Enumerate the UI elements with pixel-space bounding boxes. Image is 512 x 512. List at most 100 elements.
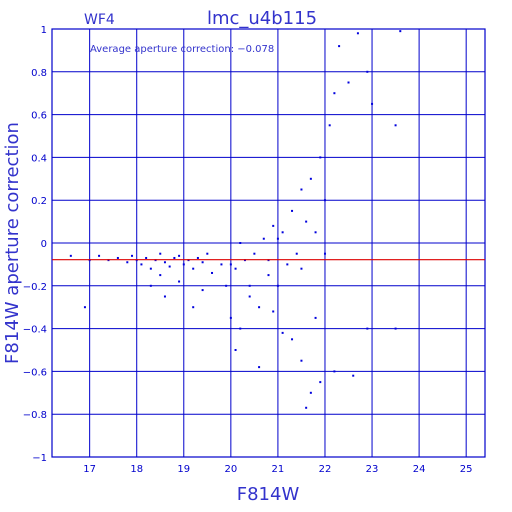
data-point bbox=[272, 224, 275, 227]
data-point bbox=[281, 231, 284, 234]
data-point bbox=[239, 327, 242, 330]
data-point bbox=[145, 256, 148, 259]
data-point bbox=[163, 261, 166, 264]
data-point bbox=[262, 237, 265, 240]
data-point bbox=[201, 289, 204, 292]
x-axis-title: F814W bbox=[237, 484, 300, 505]
data-point bbox=[291, 209, 294, 212]
data-point bbox=[192, 306, 195, 309]
data-point bbox=[394, 327, 397, 330]
data-point bbox=[225, 284, 228, 287]
x-tick-label: 17 bbox=[83, 464, 96, 475]
data-points bbox=[69, 30, 402, 409]
data-point bbox=[333, 92, 336, 95]
data-point bbox=[305, 220, 308, 223]
data-point bbox=[159, 274, 162, 277]
data-point bbox=[366, 70, 369, 73]
data-point bbox=[300, 359, 303, 362]
y-tick-label: −0.2 bbox=[23, 282, 47, 293]
y-tick-label: −0.6 bbox=[23, 367, 47, 378]
data-point bbox=[258, 306, 261, 309]
data-point bbox=[333, 370, 336, 373]
data-point bbox=[116, 256, 119, 259]
data-point bbox=[394, 124, 397, 127]
data-point bbox=[276, 284, 279, 287]
data-point bbox=[211, 271, 214, 274]
data-point bbox=[352, 374, 355, 377]
y-tick-label: 0.4 bbox=[31, 153, 47, 164]
data-point bbox=[159, 252, 162, 255]
data-point bbox=[239, 242, 242, 244]
data-point bbox=[272, 310, 275, 313]
data-point bbox=[220, 263, 223, 266]
x-tick-label: 22 bbox=[319, 464, 332, 475]
data-point bbox=[182, 263, 185, 266]
data-point bbox=[323, 199, 326, 202]
x-tick-label: 20 bbox=[224, 464, 237, 475]
y-tick-label: 0.6 bbox=[31, 111, 47, 122]
data-point bbox=[163, 295, 166, 298]
data-point bbox=[300, 267, 303, 270]
data-point bbox=[295, 252, 298, 255]
data-point bbox=[173, 256, 176, 259]
data-point bbox=[168, 265, 171, 268]
x-tick-label: 25 bbox=[460, 464, 473, 475]
x-tick-label: 23 bbox=[366, 464, 379, 475]
data-point bbox=[323, 252, 326, 255]
x-tick-label: 19 bbox=[177, 464, 190, 475]
data-point bbox=[83, 306, 86, 309]
data-point bbox=[305, 406, 308, 409]
data-point bbox=[229, 316, 232, 319]
data-point bbox=[149, 267, 152, 270]
data-point bbox=[347, 81, 350, 84]
y-tick-label: −0.4 bbox=[23, 325, 47, 336]
data-point bbox=[338, 45, 341, 48]
data-point bbox=[371, 102, 374, 105]
data-point bbox=[356, 32, 359, 35]
chart-title: lmc_u4b115 bbox=[207, 8, 317, 29]
y-tick-label: 1 bbox=[41, 25, 47, 36]
grid-lines bbox=[52, 28, 485, 458]
y-axis-title: F814W aperture correction bbox=[2, 122, 23, 364]
data-point bbox=[267, 274, 270, 277]
data-point bbox=[131, 254, 134, 257]
data-point bbox=[291, 338, 294, 341]
data-point bbox=[234, 349, 237, 351]
data-point bbox=[248, 295, 251, 298]
average-annotation: Average aperture correction: −0.078 bbox=[90, 44, 274, 55]
x-tick-label: 18 bbox=[130, 464, 143, 475]
data-point bbox=[319, 381, 322, 384]
data-point bbox=[328, 124, 331, 127]
data-point bbox=[300, 188, 303, 191]
data-point bbox=[319, 156, 322, 159]
data-point bbox=[234, 267, 237, 270]
y-tick-label: 0.8 bbox=[31, 68, 47, 79]
data-point bbox=[178, 280, 181, 283]
data-point bbox=[309, 391, 312, 394]
data-point bbox=[286, 263, 289, 266]
data-point bbox=[69, 254, 72, 257]
data-point bbox=[281, 331, 284, 334]
axis-ticks: 17 18 19 20 21 22 23 24 25 −1 −0.8 −0.6 −0.4 −0.2 0 0.2… bbox=[23, 25, 473, 475]
x-tick-label: 21 bbox=[272, 464, 285, 475]
data-point bbox=[201, 261, 204, 264]
y-tick-label: −1 bbox=[32, 453, 47, 464]
data-point bbox=[192, 267, 195, 270]
data-point bbox=[248, 284, 251, 287]
data-point bbox=[253, 252, 256, 255]
y-tick-label: −0.8 bbox=[23, 410, 47, 421]
data-point bbox=[149, 284, 152, 287]
data-point bbox=[229, 263, 232, 266]
data-point bbox=[140, 263, 143, 266]
y-tick-label: 0 bbox=[41, 239, 47, 250]
y-tick-label: 0.2 bbox=[31, 196, 47, 207]
data-point bbox=[309, 177, 312, 180]
data-point bbox=[98, 254, 101, 257]
data-point bbox=[366, 327, 369, 330]
data-point bbox=[206, 252, 209, 255]
data-point bbox=[258, 366, 261, 369]
x-tick-label: 24 bbox=[413, 464, 426, 475]
data-point bbox=[314, 231, 317, 234]
data-point bbox=[126, 261, 129, 264]
